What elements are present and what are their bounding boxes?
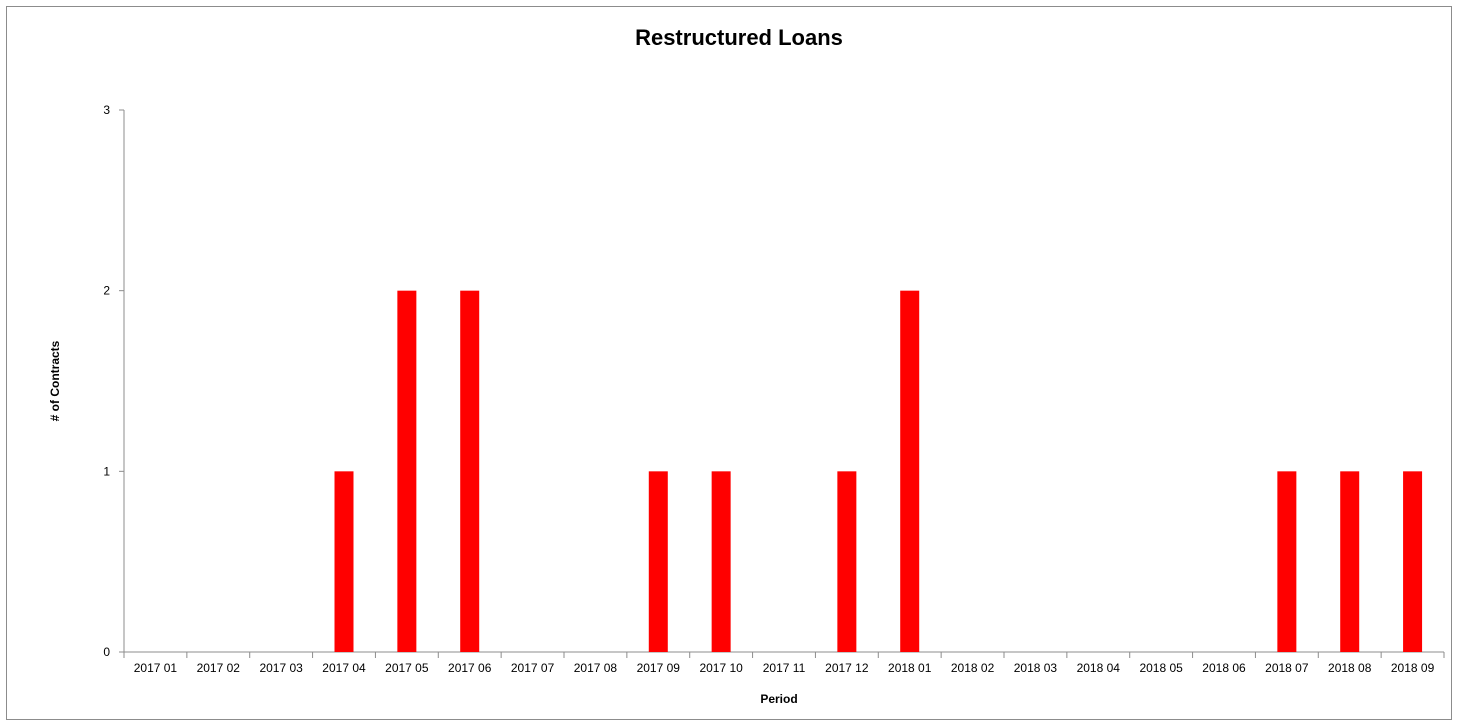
x-tick-label: 2018 01 [888,661,932,675]
x-tick-label: 2017 10 [699,661,743,675]
bar [1277,471,1297,652]
bar [837,471,857,652]
bar [460,290,480,652]
x-tick-label: 2018 09 [1391,661,1435,675]
x-tick-label: 2017 08 [574,661,618,675]
x-tick-label: 2017 11 [763,661,806,675]
x-tick-label: 2017 07 [511,661,555,675]
chart-title: Restructured Loans [635,25,843,50]
bar [1403,471,1423,652]
x-tick-label: 2018 06 [1202,661,1246,675]
bar [397,290,417,652]
plot-area: 0 1 2 3 2017 01 2017 02 2017 03 2017 04 2017 05 2… [103,103,1445,675]
x-tick-label: 2018 04 [1077,661,1121,675]
bar [334,471,354,652]
x-tick-label: 2017 03 [259,661,303,675]
y-tick-label: 2 [103,284,110,298]
x-tick-label: 2018 02 [951,661,995,675]
x-tick-label: 2017 05 [385,661,429,675]
x-tick-label: 2018 08 [1328,661,1372,675]
bar [1340,471,1360,652]
bar [711,471,731,652]
x-tick-label: 2017 12 [825,661,869,675]
x-tick-label: 2017 06 [448,661,492,675]
x-tick-label: 2017 01 [134,661,178,675]
x-tick-label: 2018 03 [1014,661,1058,675]
y-axis-title: # of Contracts [48,340,62,421]
bar [900,290,920,652]
y-tick-label: 0 [103,645,110,659]
bar [648,471,668,652]
x-tick-label: 2017 02 [197,661,241,675]
x-axis-title: Period [760,692,797,706]
x-tick-label: 2018 07 [1265,661,1309,675]
x-tick-label: 2017 04 [322,661,366,675]
y-tick-label: 3 [103,103,110,117]
x-tick-label: 2018 05 [1139,661,1183,675]
y-tick-label: 1 [103,464,110,478]
x-tick-label: 2017 09 [637,661,681,675]
